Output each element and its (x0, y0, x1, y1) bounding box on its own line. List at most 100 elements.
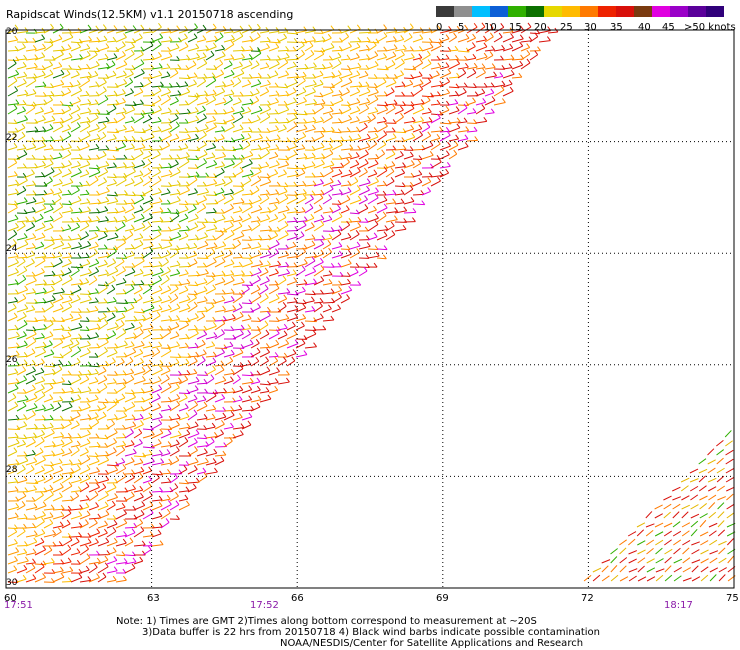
wind-barb-tick (348, 69, 353, 75)
wind-barb (97, 532, 108, 538)
wind-barb-tick (212, 391, 217, 397)
wind-barb-tick (67, 267, 72, 273)
wind-barb (43, 73, 54, 79)
wind-barb (331, 245, 342, 250)
wind-barb (367, 173, 378, 178)
wind-barb-tick (418, 170, 423, 175)
wind-barb (511, 64, 523, 70)
wind-barb (97, 379, 108, 385)
wind-barb-tick (12, 132, 17, 137)
wind-barb (133, 180, 144, 187)
wind-barb-tick (293, 149, 298, 155)
wind-barb (340, 104, 351, 107)
wind-barb-tick (255, 60, 260, 66)
wind-barb (61, 47, 72, 52)
wind-barb (187, 119, 199, 124)
wind-barb (214, 191, 225, 196)
wind-barb-tick (301, 321, 305, 327)
wind-barb (349, 137, 362, 142)
wind-barb (403, 155, 414, 160)
wind-barb (286, 146, 297, 151)
wind-barb (7, 122, 18, 125)
wind-barb-tick (13, 229, 18, 235)
wind-barb-tick (409, 184, 414, 190)
wind-barb (115, 461, 125, 466)
wind-barb (115, 316, 126, 322)
wind-barb (7, 397, 17, 403)
wind-barb (25, 461, 37, 466)
wind-barb-tick (68, 295, 73, 301)
wind-barb (340, 236, 352, 241)
wind-barb (421, 126, 431, 133)
wind-barb-tick (158, 384, 163, 390)
wind-barb (97, 454, 109, 457)
wind-barb-tick (176, 341, 180, 346)
wind-barb (223, 126, 235, 133)
wind-barb-tick (86, 553, 91, 558)
wind-barb (268, 287, 280, 295)
wind-barb (268, 74, 279, 79)
wind-barb-tick (210, 275, 215, 280)
wind-barb (268, 101, 279, 106)
wind-barb-tick (186, 500, 190, 506)
wind-barb-tick (121, 502, 126, 508)
wind-barb (151, 308, 163, 313)
wind-barb (160, 428, 172, 431)
wind-barb (448, 94, 459, 97)
wind-barb (340, 173, 353, 178)
wind-barb (178, 137, 191, 142)
wind-barb-tick (213, 122, 218, 127)
wind-barb (511, 45, 523, 52)
wind-barb-tick (50, 557, 55, 563)
wind-barb (385, 82, 397, 88)
wind-barb (698, 468, 708, 474)
wind-barb (43, 299, 56, 304)
wind-barb-tick (294, 207, 298, 213)
wind-barb (115, 554, 126, 557)
wind-barb-tick (113, 556, 118, 561)
wind-barb-tick (194, 421, 199, 427)
wind-barb (142, 333, 152, 340)
wind-barb (493, 102, 506, 106)
wind-barb (79, 54, 91, 61)
wind-barb (394, 210, 407, 214)
wind-barb-tick (149, 323, 154, 329)
wind-barb-tick (23, 340, 28, 346)
wind-barb (340, 130, 351, 133)
wind-barb (124, 372, 134, 376)
wind-barb (133, 272, 144, 277)
wind-barb (403, 36, 413, 43)
wind-barb-tick (31, 169, 35, 174)
wind-barb-tick (121, 445, 126, 451)
wind-barb (367, 64, 379, 70)
wind-barb-tick (364, 203, 369, 209)
wind-barb-tick (202, 105, 206, 111)
wind-barb-tick (230, 203, 234, 209)
wind-barb (421, 190, 431, 196)
wind-barb-tick (338, 286, 343, 291)
wind-barb-tick (147, 365, 152, 371)
wind-barb (124, 73, 134, 79)
wind-barb-tick (393, 44, 398, 49)
wind-barb-tick (87, 206, 91, 212)
wind-barb-tick (112, 547, 117, 552)
wind-barb (331, 112, 343, 115)
wind-barb-tick (186, 303, 191, 309)
wind-barb (124, 351, 136, 358)
wind-barb (115, 513, 127, 520)
wind-barb-tick (338, 76, 343, 82)
wind-barb-tick (140, 194, 145, 200)
wind-barb-tick (22, 144, 27, 149)
wind-barb (205, 395, 217, 403)
wind-barb-tick (409, 151, 414, 157)
wind-barb (367, 117, 376, 124)
wind-barb (304, 217, 315, 223)
wind-barb-tick (175, 439, 180, 445)
wind-barb (268, 329, 281, 332)
wind-barb-tick (247, 329, 252, 335)
wind-barb (295, 128, 308, 133)
wind-barb-tick (148, 412, 153, 418)
wind-barb (7, 527, 18, 530)
wind-barb (88, 112, 100, 115)
wind-barb-tick (76, 217, 81, 222)
